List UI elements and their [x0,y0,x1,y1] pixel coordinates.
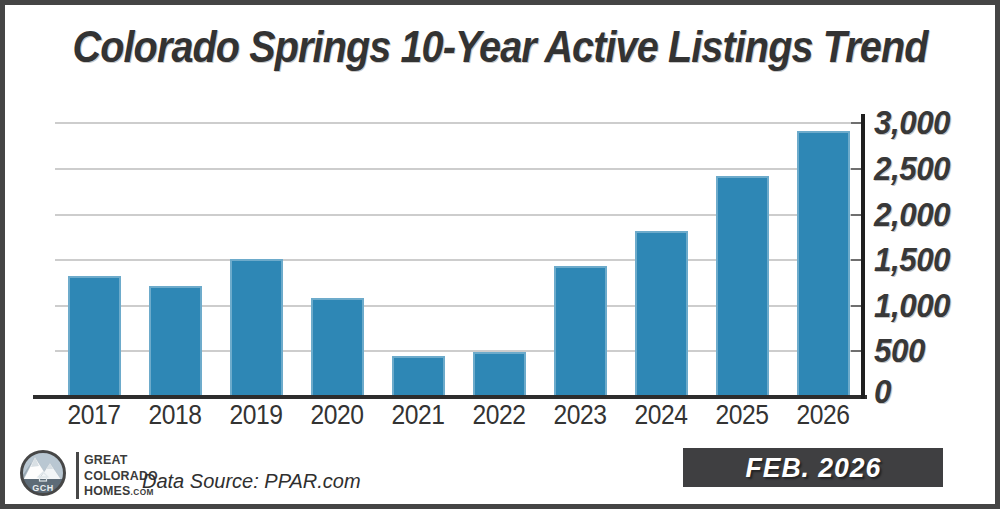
x-axis-label-2020: 2020 [297,399,376,431]
bar-2026 [797,131,850,397]
y-axis-label-1000: 1,000 [874,288,988,324]
gch-logo-icon: GCH [18,448,68,498]
brand-line-3: Homes [84,483,130,498]
x-axis-label-2018: 2018 [135,399,214,431]
x-axis-label-2024: 2024 [621,399,700,431]
bar-2018 [149,286,202,397]
bar-2020 [311,298,364,397]
y-axis-label-1500: 1,500 [874,242,988,278]
bar-2023 [554,266,607,397]
bar-2017 [68,276,121,397]
y-axis-label-3000: 3,000 [874,105,988,141]
bar-2025 [716,176,769,397]
date-badge: FEB. 2026 [683,448,943,487]
x-axis-label-2022: 2022 [459,399,538,431]
y-axis-label-2000: 2,000 [874,197,988,233]
bar-2022 [473,352,526,397]
x-axis-label-2026: 2026 [783,399,862,431]
bar-2021 [392,356,445,397]
brand-divider [76,452,79,499]
infographic-frame: Colorado Springs 10-Year Active Listings… [0,0,1000,509]
y-axis-label-2500: 2,500 [874,151,988,187]
x-axis-label-2025: 2025 [702,399,781,431]
data-source-label: Data Source: PPAR.com [142,470,361,493]
y-axis-label-0: 0 [874,374,988,410]
y-axis-label-500: 500 [874,333,988,369]
x-axis-label-2021: 2021 [378,399,457,431]
bar-2024 [635,231,688,397]
brand-line-1: Great [84,452,127,467]
x-axis-line [33,395,867,399]
gridline-3000 [55,122,863,124]
x-axis-label-2017: 2017 [54,399,133,431]
y-axis-line [861,114,865,399]
svg-text:GCH: GCH [32,483,54,493]
x-axis-label-2019: 2019 [216,399,295,431]
date-badge-label: FEB. 2026 [745,452,881,484]
gridline-2500 [55,168,863,170]
chart-plot: 0 500 1,000 1,500 2,000 2,500 3,000 20172018201… [0,0,1000,509]
bar-2019 [230,259,283,397]
x-axis-label-2023: 2023 [540,399,619,431]
